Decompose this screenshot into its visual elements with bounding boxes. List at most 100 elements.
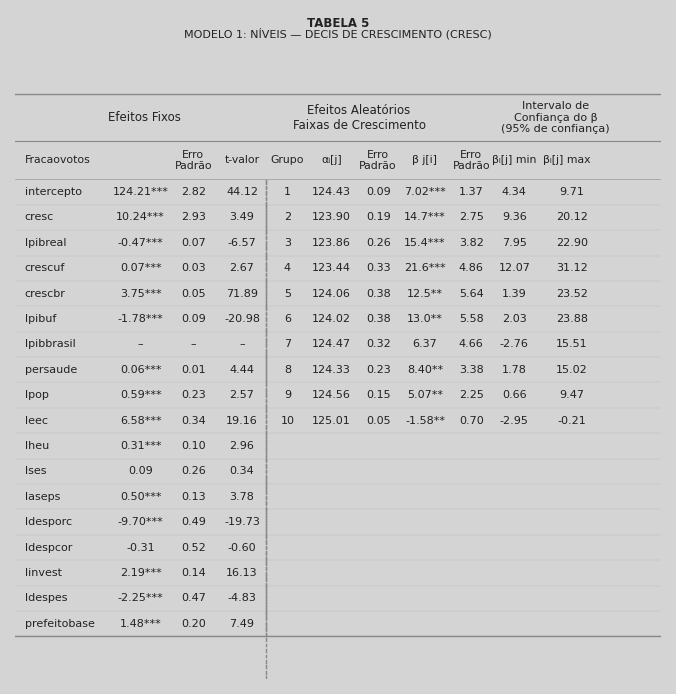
Text: Erro
Padrão: Erro Padrão bbox=[452, 149, 490, 171]
Text: -2.25***: -2.25*** bbox=[118, 593, 164, 603]
Text: 0.34: 0.34 bbox=[181, 416, 206, 425]
Bar bbox=[15, 535, 661, 560]
Text: 0.52: 0.52 bbox=[181, 543, 206, 552]
Text: 0.34: 0.34 bbox=[230, 466, 254, 476]
Bar bbox=[15, 306, 661, 332]
Text: ldesporc: ldesporc bbox=[24, 517, 72, 527]
Text: lses: lses bbox=[24, 466, 46, 476]
Bar bbox=[15, 408, 661, 433]
Text: MODELO 1: NÍVEIS — DECIS DE CRESCIMENTO (CRESC): MODELO 1: NÍVEIS — DECIS DE CRESCIMENTO … bbox=[184, 28, 492, 40]
Text: 2.75: 2.75 bbox=[459, 212, 484, 223]
Text: 123.86: 123.86 bbox=[312, 238, 351, 248]
Text: 0.20: 0.20 bbox=[181, 618, 206, 629]
Text: β j[i]: β j[i] bbox=[412, 155, 437, 165]
Bar bbox=[15, 586, 661, 611]
Text: 1: 1 bbox=[284, 187, 291, 197]
Text: cresc: cresc bbox=[24, 212, 54, 223]
Bar bbox=[15, 509, 661, 535]
Text: 0.09: 0.09 bbox=[128, 466, 153, 476]
Text: 3.78: 3.78 bbox=[230, 492, 254, 502]
Text: 4: 4 bbox=[284, 263, 291, 273]
Text: -4.83: -4.83 bbox=[228, 593, 256, 603]
Text: 5.64: 5.64 bbox=[459, 289, 484, 298]
Text: intercepto: intercepto bbox=[24, 187, 82, 197]
Text: TABELA 5: TABELA 5 bbox=[307, 17, 369, 31]
Text: lpibbrasil: lpibbrasil bbox=[24, 339, 75, 349]
Text: 4.44: 4.44 bbox=[229, 365, 254, 375]
Bar bbox=[15, 611, 661, 636]
Text: persaude: persaude bbox=[24, 365, 77, 375]
Text: 0.09: 0.09 bbox=[366, 187, 391, 197]
Text: 0.15: 0.15 bbox=[366, 390, 391, 400]
Text: laseps: laseps bbox=[24, 492, 60, 502]
Text: 1.39: 1.39 bbox=[502, 289, 527, 298]
Text: ldespes: ldespes bbox=[24, 593, 67, 603]
Text: 0.47: 0.47 bbox=[180, 593, 206, 603]
Text: 10.24***: 10.24*** bbox=[116, 212, 165, 223]
Text: 12.07: 12.07 bbox=[498, 263, 530, 273]
Text: -0.21: -0.21 bbox=[557, 416, 586, 425]
Bar bbox=[15, 94, 661, 142]
Bar bbox=[15, 357, 661, 382]
Text: 124.56: 124.56 bbox=[312, 390, 351, 400]
Text: αₗ[j]: αₗ[j] bbox=[321, 155, 341, 165]
Text: 0.07***: 0.07*** bbox=[120, 263, 162, 273]
Text: 2.19***: 2.19*** bbox=[120, 568, 162, 578]
Text: 0.38: 0.38 bbox=[366, 289, 391, 298]
Text: 0.23: 0.23 bbox=[181, 390, 206, 400]
Bar bbox=[15, 332, 661, 357]
Text: 2.93: 2.93 bbox=[180, 212, 206, 223]
Text: 8: 8 bbox=[284, 365, 291, 375]
Text: 22.90: 22.90 bbox=[556, 238, 587, 248]
Text: -6.57: -6.57 bbox=[228, 238, 256, 248]
Text: 0.50***: 0.50*** bbox=[120, 492, 162, 502]
Bar bbox=[15, 484, 661, 509]
Text: 5.07**: 5.07** bbox=[407, 390, 443, 400]
Text: 1.37: 1.37 bbox=[459, 187, 484, 197]
Text: 1.78: 1.78 bbox=[502, 365, 527, 375]
Text: 6: 6 bbox=[284, 314, 291, 324]
Text: –: – bbox=[239, 339, 245, 349]
Text: 9.36: 9.36 bbox=[502, 212, 527, 223]
Text: 20.12: 20.12 bbox=[556, 212, 587, 223]
Bar bbox=[15, 255, 661, 281]
Text: 0.66: 0.66 bbox=[502, 390, 527, 400]
Text: 0.32: 0.32 bbox=[366, 339, 391, 349]
Text: 31.12: 31.12 bbox=[556, 263, 587, 273]
Text: 0.26: 0.26 bbox=[181, 466, 206, 476]
Text: 2.96: 2.96 bbox=[230, 441, 254, 451]
Text: βₗ[j] min: βₗ[j] min bbox=[492, 155, 537, 165]
Text: lpibuf: lpibuf bbox=[24, 314, 56, 324]
Text: lpop: lpop bbox=[24, 390, 49, 400]
Text: Fracaovotos: Fracaovotos bbox=[24, 155, 91, 165]
Text: 0.01: 0.01 bbox=[181, 365, 206, 375]
Bar bbox=[15, 433, 661, 459]
Text: -19.73: -19.73 bbox=[224, 517, 260, 527]
Text: 124.06: 124.06 bbox=[312, 289, 351, 298]
Text: 9.47: 9.47 bbox=[559, 390, 584, 400]
Text: Grupo: Grupo bbox=[270, 155, 304, 165]
Text: –: – bbox=[138, 339, 143, 349]
Text: βₗ[j] max: βₗ[j] max bbox=[543, 155, 591, 165]
Text: 8.40**: 8.40** bbox=[407, 365, 443, 375]
Text: 2.57: 2.57 bbox=[230, 390, 254, 400]
Text: 0.14: 0.14 bbox=[181, 568, 206, 578]
Bar bbox=[15, 382, 661, 408]
Text: 3: 3 bbox=[284, 238, 291, 248]
Text: 23.88: 23.88 bbox=[556, 314, 587, 324]
Text: prefeitobase: prefeitobase bbox=[24, 618, 95, 629]
Text: 0.10: 0.10 bbox=[181, 441, 206, 451]
Text: 7.95: 7.95 bbox=[502, 238, 527, 248]
Text: 0.70: 0.70 bbox=[459, 416, 484, 425]
Text: 12.5**: 12.5** bbox=[407, 289, 443, 298]
Text: 0.26: 0.26 bbox=[366, 238, 391, 248]
Text: 124.33: 124.33 bbox=[312, 365, 351, 375]
Text: t-valor: t-valor bbox=[224, 155, 260, 165]
Text: 4.34: 4.34 bbox=[502, 187, 527, 197]
Text: 15.4***: 15.4*** bbox=[404, 238, 445, 248]
Text: leec: leec bbox=[24, 416, 47, 425]
Text: 21.6***: 21.6*** bbox=[404, 263, 445, 273]
Text: 0.03: 0.03 bbox=[181, 263, 206, 273]
Text: 2.25: 2.25 bbox=[459, 390, 484, 400]
Bar bbox=[15, 560, 661, 586]
